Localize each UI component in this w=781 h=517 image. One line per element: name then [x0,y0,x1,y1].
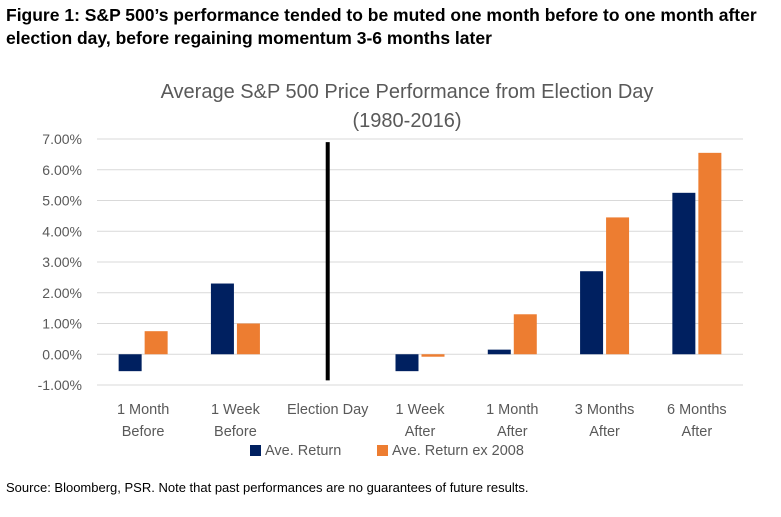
legend-swatch [250,445,261,456]
x-category-label: After [682,424,713,440]
y-tick-label: 0.00% [42,346,82,362]
x-category-label: After [497,424,528,440]
y-tick-label: 7.00% [42,131,82,147]
figure-caption: Figure 1: S&P 500’s performance tended t… [6,5,757,48]
x-category-label: 1 Month [486,402,538,418]
y-tick-label: 1.00% [42,316,82,332]
bar-ave-return-ex-2008 [236,323,260,355]
chart-subtitle: (1980-2016) [353,110,462,132]
bar-ave-return-ex-2008 [421,354,445,357]
y-tick-label: 5.00% [42,193,82,209]
y-tick-label: 3.00% [42,254,82,270]
x-category-label: 1 Week [211,402,261,418]
x-category-label: Before [122,424,165,440]
legend-label: Ave. Return ex 2008 [392,443,524,459]
x-category-label: 1 Week [396,402,446,418]
bar-ave-return-ex-2008 [144,331,168,355]
chart-title-group: Average S&P 500 Price Performance from E… [161,81,654,132]
legend-label: Ave. Return [265,443,341,459]
y-axis-ticks: -1.00% 0.00% 1.00% 2.00% 3.00% 4.00% 5.00% 6.00… [38,131,82,393]
x-category-label: 1 Month [117,402,169,418]
y-tick-label: 4.00% [42,223,82,239]
source-note: Source: Bloomberg, PSR. Note that past p… [6,480,529,495]
legend-swatch [377,445,388,456]
bar-ave-return [580,271,604,355]
x-category-label: After [589,424,620,440]
chart-title: Average S&P 500 Price Performance from E… [161,81,654,103]
y-tick-label: 2.00% [42,285,82,301]
bar-ave-return [395,354,419,372]
gridlines [97,138,743,386]
x-category-label: 6 Months [667,402,727,418]
bar-ave-return [487,349,511,355]
x-category-label: 3 Months [575,402,635,418]
bar-ave-return-ex-2008 [513,314,537,355]
x-category-label: Election Day [287,402,369,418]
bar-ave-return-ex-2008 [606,217,630,355]
x-axis-labels: 1 Month Before 1 Week Before Election Day 1 W… [117,402,727,440]
bar-ave-return-ex-2008 [698,152,722,355]
bar-ave-return [672,192,696,355]
y-tick-label: 6.00% [42,162,82,178]
x-category-label: After [405,424,436,440]
y-tick-label: -1.00% [38,377,82,393]
bar-ave-return [210,283,234,355]
x-category-label: Before [214,424,257,440]
legend: Ave. Return Ave. Return ex 2008 [250,443,524,459]
bar-ave-return [118,354,142,372]
bars [118,152,722,372]
